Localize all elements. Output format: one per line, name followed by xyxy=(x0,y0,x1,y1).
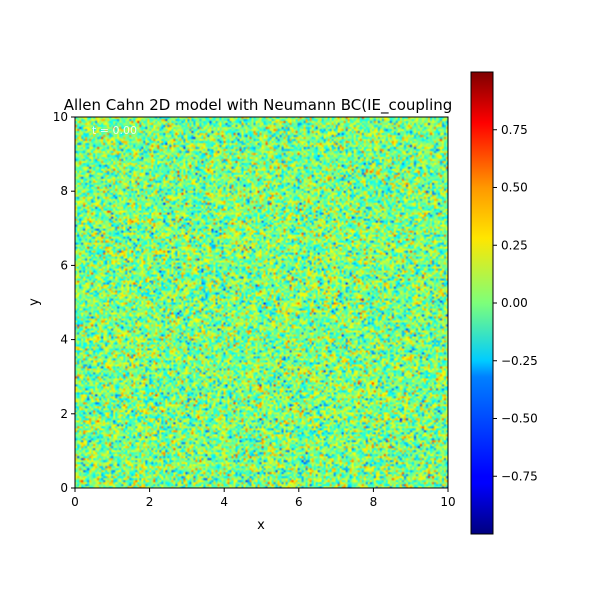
y-tick-label: 0 xyxy=(60,481,68,495)
y-tick-label: 8 xyxy=(60,184,68,198)
x-tick-label: 10 xyxy=(440,495,455,509)
y-axis-ticks: 0 2 4 6 8 10 xyxy=(53,110,75,495)
heatmap-field xyxy=(75,117,448,488)
x-tick-label: 2 xyxy=(146,495,154,509)
colorbar-tick-label: −0.50 xyxy=(501,412,538,426)
plot-frame xyxy=(74,116,449,489)
colorbar-tick-label: 0.75 xyxy=(501,123,528,137)
x-axis-ticks: 0 2 4 6 8 10 xyxy=(71,488,456,509)
time-label: t = 0.00 xyxy=(92,124,137,137)
colorbar-tick-label: −0.25 xyxy=(501,354,538,368)
colorbar-gradient xyxy=(470,71,494,535)
y-tick-label: 6 xyxy=(60,258,68,272)
plot-area: t = 0.00 xyxy=(74,116,449,489)
y-tick-label: 4 xyxy=(60,333,68,347)
x-tick-label: 4 xyxy=(220,495,228,509)
colorbar-tick-label: 0.00 xyxy=(501,296,528,310)
y-axis-label: y xyxy=(27,298,42,306)
x-tick-label: 0 xyxy=(71,495,79,509)
colorbar-tick-label: 0.25 xyxy=(501,238,528,252)
colorbar: −0.75 −0.50 −0.25 0.00 0.25 0.50 0.75 xyxy=(470,71,538,535)
colorbar-ticks: −0.75 −0.50 −0.25 0.00 0.25 0.50 0.75 xyxy=(493,123,538,483)
chart-title: Allen Cahn 2D model with Neumann BC(IE_c… xyxy=(64,96,453,115)
y-tick-label: 2 xyxy=(60,407,68,421)
y-tick-label: 10 xyxy=(53,110,68,124)
x-tick-label: 6 xyxy=(295,495,303,509)
x-tick-label: 8 xyxy=(370,495,378,509)
x-axis-label: x xyxy=(257,518,265,533)
colorbar-tick-label: −0.75 xyxy=(501,469,538,483)
colorbar-tick-label: 0.50 xyxy=(501,181,528,195)
